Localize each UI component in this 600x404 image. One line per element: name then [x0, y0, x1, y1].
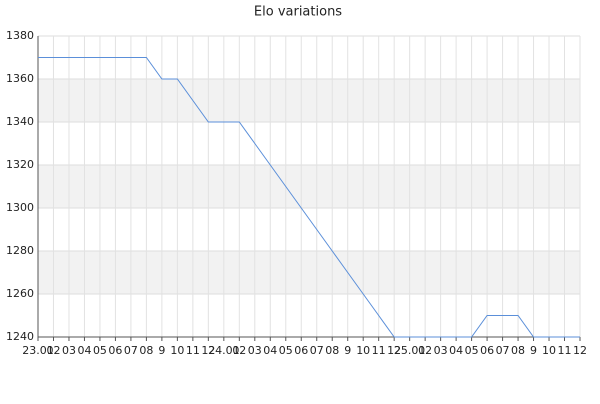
y-tick-label: 1240 — [6, 330, 34, 343]
x-tick-label: 9 — [344, 344, 351, 357]
x-tick-label: 25.01 — [394, 344, 426, 357]
y-tick-label: 1340 — [6, 115, 34, 128]
x-tick-label: 02 — [418, 344, 432, 357]
x-tick-label: 08 — [511, 344, 525, 357]
x-tick-label: 02 — [232, 344, 246, 357]
y-tick-label: 1300 — [6, 201, 34, 214]
x-tick-label: 02 — [46, 344, 60, 357]
x-tick-label: 05 — [279, 344, 293, 357]
y-tick-label: 1260 — [6, 287, 34, 300]
x-tick-label: 03 — [62, 344, 76, 357]
x-tick-label: 03 — [248, 344, 262, 357]
x-tick-label: 9 — [530, 344, 537, 357]
x-tick-label: 10 — [170, 344, 184, 357]
chart-title: Elo variations — [254, 5, 342, 20]
y-tick-label: 1320 — [6, 158, 34, 171]
y-tick-label: 1380 — [6, 29, 34, 42]
grid-band — [38, 79, 580, 122]
x-tick-label: 06 — [108, 344, 122, 357]
x-tick-label: 06 — [294, 344, 308, 357]
x-tick-label: 9 — [158, 344, 165, 357]
x-tick-label: 12 — [387, 344, 401, 357]
x-tick-label: 11 — [186, 344, 200, 357]
grid-band — [38, 165, 580, 208]
y-tick-label: 1280 — [6, 244, 34, 257]
x-tick-label: 08 — [139, 344, 153, 357]
x-tick-label: 04 — [449, 344, 463, 357]
x-tick-label: 10 — [356, 344, 370, 357]
x-tick-label: 10 — [542, 344, 556, 357]
x-tick-label: 05 — [465, 344, 479, 357]
x-tick-label: 11 — [372, 344, 386, 357]
x-tick-label: 24.01 — [208, 344, 240, 357]
x-tick-label: 05 — [93, 344, 107, 357]
x-tick-label: 07 — [124, 344, 138, 357]
line-series — [38, 57, 580, 338]
x-tick-label: 04 — [263, 344, 277, 357]
x-tick-label: 03 — [434, 344, 448, 357]
x-tick-label: 12 — [573, 344, 587, 357]
x-tick-label: 07 — [496, 344, 510, 357]
x-tick-label: 12 — [201, 344, 215, 357]
x-tick-label: 07 — [310, 344, 324, 357]
y-tick-label: 1360 — [6, 72, 34, 85]
x-tick-label: 04 — [77, 344, 91, 357]
grid-band — [38, 251, 580, 294]
x-tick-label: 11 — [558, 344, 572, 357]
x-tick-label: 23.01 — [22, 344, 54, 357]
x-tick-label: 08 — [325, 344, 339, 357]
x-tick-label: 06 — [480, 344, 494, 357]
